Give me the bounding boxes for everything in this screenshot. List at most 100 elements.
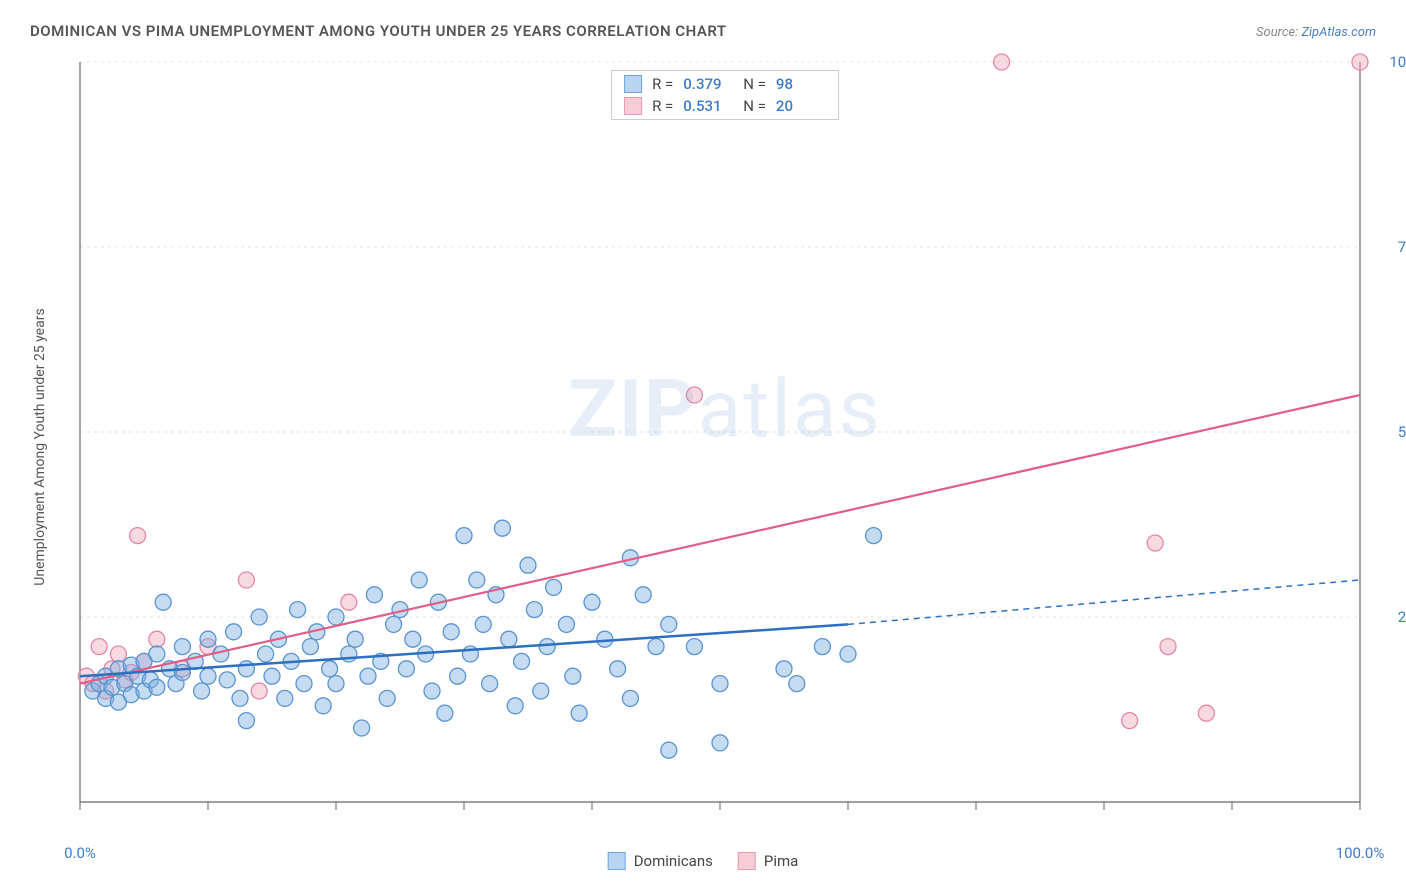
data-point [546, 579, 562, 595]
data-point [1198, 705, 1214, 721]
data-point [322, 661, 338, 677]
y-axis-label: Unemployment Among Youth under 25 years [32, 308, 48, 585]
data-point [366, 587, 382, 603]
legend-item: Pima [738, 852, 798, 870]
scatter-plot: ZIPatlas R =0.379N =98R =0.531N =20 25.0… [80, 62, 1370, 832]
data-point [290, 602, 306, 618]
data-point [469, 572, 485, 588]
data-point [219, 672, 235, 688]
legend-swatch [624, 97, 642, 115]
legend-swatch [624, 75, 642, 93]
data-point [238, 713, 254, 729]
y-tick-label: 100.0% [1389, 53, 1406, 71]
dominicans-trend-line [80, 624, 848, 676]
data-point [110, 646, 126, 662]
stat-r-value: 0.531 [683, 97, 733, 115]
data-point [533, 683, 549, 699]
stat-r-value: 0.379 [683, 75, 733, 93]
data-point [258, 646, 274, 662]
data-point [200, 668, 216, 684]
data-point [814, 639, 830, 655]
stat-n-label: N = [743, 75, 766, 93]
data-point [405, 631, 421, 647]
data-point [776, 661, 792, 677]
data-point [507, 698, 523, 714]
data-point [494, 520, 510, 536]
data-point [398, 661, 414, 677]
data-point [686, 639, 702, 655]
data-point [194, 683, 210, 699]
stat-r-label: R = [652, 97, 673, 115]
source-attribution: Source: ZipAtlas.com [1256, 25, 1376, 40]
data-point [238, 572, 254, 588]
legend-item: Dominicans [608, 852, 713, 870]
data-point [149, 679, 165, 695]
data-point [149, 631, 165, 647]
data-point [526, 602, 542, 618]
data-point [610, 661, 626, 677]
data-point [443, 624, 459, 640]
data-point [584, 594, 600, 610]
data-point [437, 705, 453, 721]
data-point [661, 616, 677, 632]
data-point [264, 668, 280, 684]
data-point [200, 631, 216, 647]
data-point [571, 705, 587, 721]
data-point [622, 690, 638, 706]
stats-row: R =0.379N =98 [612, 73, 838, 95]
data-point [840, 646, 856, 662]
data-point [302, 639, 318, 655]
data-point [149, 646, 165, 662]
data-point [475, 616, 491, 632]
x-tick-label: 0.0% [64, 844, 96, 862]
y-tick-label: 75.0% [1398, 238, 1406, 256]
data-point [1147, 535, 1163, 551]
data-point [635, 587, 651, 603]
data-point [174, 665, 190, 681]
data-point [277, 690, 293, 706]
data-point [328, 609, 344, 625]
data-point [712, 676, 728, 692]
stat-n-value: 20 [776, 97, 826, 115]
data-point [251, 609, 267, 625]
data-point [296, 676, 312, 692]
chart-container: Unemployment Among Youth under 25 years … [50, 62, 1380, 832]
data-point [539, 639, 555, 655]
data-point [450, 668, 466, 684]
data-point [501, 631, 517, 647]
data-point [91, 639, 107, 655]
data-point [712, 735, 728, 751]
legend-swatch [608, 852, 626, 870]
data-point [155, 594, 171, 610]
data-point [379, 690, 395, 706]
data-point [661, 742, 677, 758]
stat-n-label: N = [743, 97, 766, 115]
data-point [1160, 639, 1176, 655]
chart-title: DOMINICAN VS PIMA UNEMPLOYMENT AMONG YOU… [30, 22, 727, 40]
dominicans-trend-extrapolation [848, 580, 1360, 624]
data-point [789, 676, 805, 692]
data-point [424, 683, 440, 699]
data-point [328, 676, 344, 692]
data-point [238, 661, 254, 677]
stat-n-value: 98 [776, 75, 826, 93]
y-tick-label: 25.0% [1398, 608, 1406, 626]
data-point [482, 676, 498, 692]
data-point [565, 668, 581, 684]
data-point [360, 668, 376, 684]
data-point [1122, 713, 1138, 729]
data-point [315, 698, 331, 714]
data-point [648, 639, 664, 655]
data-point [411, 572, 427, 588]
data-point [386, 616, 402, 632]
data-point [1352, 54, 1368, 70]
data-point [341, 594, 357, 610]
correlation-stats-box: R = 0.379 N = 98 R = 0.531 N = 20 [611, 70, 839, 120]
data-point [232, 690, 248, 706]
data-point [520, 557, 536, 573]
y-tick-label: 50.0% [1398, 423, 1406, 441]
legend-swatch [738, 852, 756, 870]
data-point [354, 720, 370, 736]
source-link[interactable]: ZipAtlas.com [1301, 25, 1376, 40]
stats-row: R = 0.531 N = 20 [612, 95, 838, 117]
